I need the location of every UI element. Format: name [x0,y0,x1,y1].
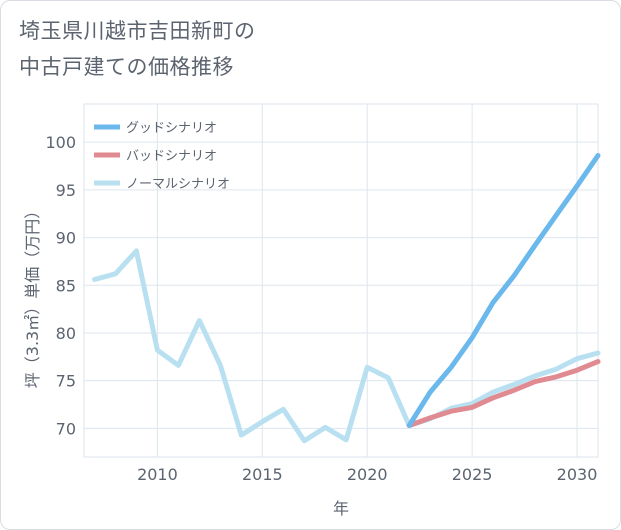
y-tick-label-4: 90 [56,229,76,248]
chart-title: 埼玉県川越市吉田新町の 中古戸建ての価格推移 [19,13,256,85]
y-axis-title: 坪（3.3㎡）単価（万円） [23,203,42,388]
series-line-bad [406,359,601,428]
y-tick-label-1: 75 [56,372,76,391]
y-tick-label-6: 100 [45,133,76,152]
x-tick-label-0: 2010 [137,465,178,484]
grid-lines [84,104,598,457]
y-tick-label-0: 70 [56,419,76,438]
x-axis-title: 年 [333,499,349,518]
y-tick-label-5: 95 [56,181,76,200]
y-axis-ticks: 70 75 80 85 90 95 100 [45,133,76,438]
series-line-normal [92,248,601,444]
x-tick-label-1: 2015 [242,465,283,484]
chart-title-line-2: 中古戸建ての価格推移 [19,55,234,79]
y-tick-label-2: 80 [56,324,76,343]
x-tick-label-3: 2025 [452,465,493,484]
legend-label-bad: バッドシナリオ [126,149,217,164]
x-tick-label-2: 2020 [347,465,388,484]
y-tick-label-3: 85 [56,276,76,295]
chart-title-line-1: 埼玉県川越市吉田新町の [19,19,256,43]
series-lines [92,153,601,444]
plot-area-frame [83,103,599,458]
x-axis-ticks: 2010 2015 2020 2025 2030 [137,465,597,484]
series-line-good [406,153,601,428]
legend-label-normal: ノーマルシナリオ [126,177,230,192]
x-tick-label-4: 2030 [557,465,598,484]
legend-label-good: グッドシナリオ [126,121,217,136]
